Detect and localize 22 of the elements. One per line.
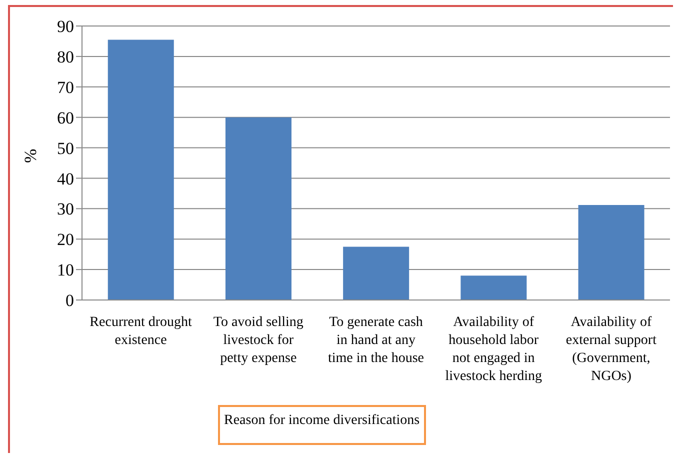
y-tick-label: 80: [57, 47, 74, 66]
bar: [578, 205, 644, 300]
bar: [225, 117, 292, 300]
x-tick-label: To avoid selling livestock for petty expense: [213, 315, 304, 366]
bar: [108, 40, 174, 300]
y-tick-label: 90: [57, 17, 74, 36]
x-tick-label: To generate cash in hand at any time in the house: [328, 315, 424, 366]
y-tick-label: 60: [57, 108, 74, 128]
y-tick-label: 30: [57, 200, 74, 219]
x-tick-label: Recurrent drought existence: [90, 315, 192, 348]
y-tick-label: 50: [57, 138, 74, 158]
x-tick-label: Availability of household labor not engaged in livestock herding: [445, 315, 542, 384]
y-tick-label: 0: [66, 291, 74, 310]
y-tick-label: 20: [57, 230, 74, 250]
bar: [343, 246, 410, 300]
y-tick-label: 10: [57, 260, 74, 280]
x-tick-label: Availability of external support (Government, NGOs): [566, 315, 657, 384]
bar: [460, 276, 527, 300]
y-axis-title: %: [21, 148, 40, 163]
y-tick-label: 40: [57, 169, 74, 188]
y-tick-label: 70: [57, 78, 74, 97]
x-axis-title: Reason for income diversifications: [218, 405, 426, 445]
